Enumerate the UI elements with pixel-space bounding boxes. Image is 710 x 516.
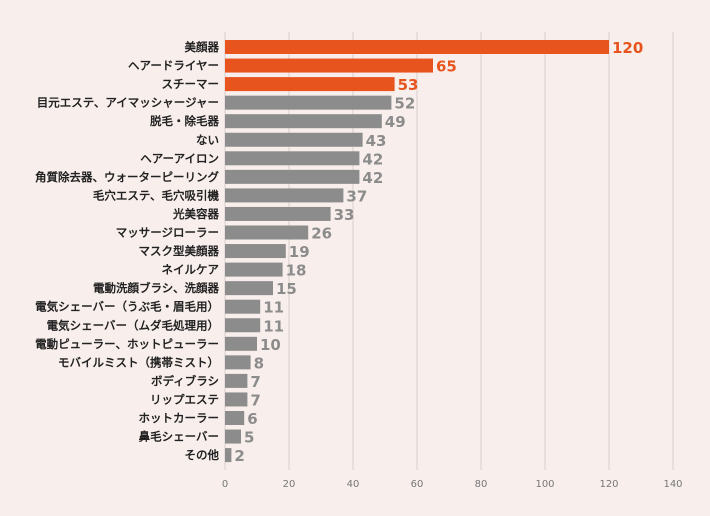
bar xyxy=(225,299,261,314)
category-label: 毛穴エステ、毛穴吸引機 xyxy=(93,188,220,202)
bar xyxy=(225,355,251,370)
bar xyxy=(225,336,257,351)
bar xyxy=(225,262,283,277)
bar xyxy=(225,132,363,147)
value-label: 42 xyxy=(362,150,383,168)
category-label: 目元エステ、アイマッシャージャー xyxy=(37,96,219,110)
category-label: 美顔器 xyxy=(185,40,220,54)
x-axis-ticks: 0 20 40 60 80 100 120 140 xyxy=(222,479,683,490)
bar xyxy=(225,281,273,296)
category-label: モバイルミスト（携帯ミスト） xyxy=(58,355,219,369)
category-label: スチーマー xyxy=(162,77,220,91)
category-label: リップエステ xyxy=(150,392,219,406)
bar xyxy=(225,411,245,425)
category-label: 電気シェーバー（ムダ毛処理用） xyxy=(47,318,219,332)
category-label: マスク型美顔器 xyxy=(139,244,220,258)
value-label: 120 xyxy=(612,39,643,57)
bar xyxy=(225,392,248,407)
x-tick-label: 140 xyxy=(663,479,682,490)
x-tick-label: 20 xyxy=(283,479,296,490)
category-label: ヘアードライヤー xyxy=(128,59,219,73)
category-label: 電動洗顔ブラシ、洗顔器 xyxy=(93,281,220,295)
category-label: 鼻毛シェーバー xyxy=(139,430,219,444)
bar xyxy=(225,40,609,54)
x-tick-label: 0 xyxy=(222,479,228,490)
bar xyxy=(225,114,382,129)
value-label: 2 xyxy=(234,447,244,465)
value-label: 49 xyxy=(385,113,406,131)
x-tick-label: 40 xyxy=(347,479,360,490)
value-label: 53 xyxy=(398,76,419,94)
x-tick-label: 80 xyxy=(475,479,488,490)
category-label: 光美容器 xyxy=(172,207,219,221)
value-label: 5 xyxy=(244,429,254,447)
x-tick-label: 120 xyxy=(599,479,618,490)
bar xyxy=(225,429,241,444)
bar xyxy=(225,77,395,92)
bar xyxy=(225,206,331,221)
category-labels: 美顔器ヘアードライヤースチーマー目元エステ、アイマッシャージャー脱毛・除毛器ない… xyxy=(35,40,219,462)
bar xyxy=(225,244,286,259)
value-label: 15 xyxy=(276,280,297,298)
value-label: 37 xyxy=(346,187,367,205)
bar xyxy=(225,188,344,203)
bar xyxy=(225,58,433,73)
value-label: 7 xyxy=(250,373,260,391)
value-label: 18 xyxy=(286,262,307,280)
category-label: ボディブラシ xyxy=(151,374,219,388)
value-label: 52 xyxy=(394,95,415,113)
bar xyxy=(225,151,360,166)
category-label: ヘアーアイロン xyxy=(140,151,219,165)
x-tick-label: 60 xyxy=(411,479,424,490)
category-label: その他 xyxy=(185,448,220,462)
category-label: 角質除去器、ウォーターピーリング xyxy=(35,170,219,184)
category-label: 電気シェーバー（うぶ毛・眉毛用） xyxy=(35,300,219,314)
value-label: 6 xyxy=(247,410,257,428)
bar xyxy=(225,448,232,463)
bar xyxy=(225,225,309,240)
category-label: 電動ピューラー、ホットピューラー xyxy=(35,337,219,351)
category-label: ない xyxy=(196,133,219,147)
value-label: 65 xyxy=(436,58,457,76)
category-label: ネイルケア xyxy=(162,263,220,277)
value-labels: 1206553524943424237332619181511111087765… xyxy=(234,39,643,465)
value-label: 10 xyxy=(260,336,281,354)
bar xyxy=(225,95,392,110)
value-label: 33 xyxy=(334,206,355,224)
value-label: 7 xyxy=(250,391,260,409)
bar xyxy=(225,318,261,333)
x-tick-label: 100 xyxy=(535,479,554,490)
value-label: 11 xyxy=(263,299,284,317)
bar xyxy=(225,169,360,184)
bar xyxy=(225,373,248,388)
category-label: ホットカーラー xyxy=(139,411,220,425)
value-label: 11 xyxy=(263,317,284,335)
category-label: 脱毛・除毛器 xyxy=(150,114,219,128)
category-label: マッサージローラー xyxy=(116,226,219,240)
value-label: 26 xyxy=(311,225,332,243)
value-label: 42 xyxy=(362,169,383,187)
value-label: 19 xyxy=(289,243,310,261)
bars xyxy=(225,40,609,463)
value-label: 43 xyxy=(366,132,387,150)
value-label: 8 xyxy=(254,354,264,372)
